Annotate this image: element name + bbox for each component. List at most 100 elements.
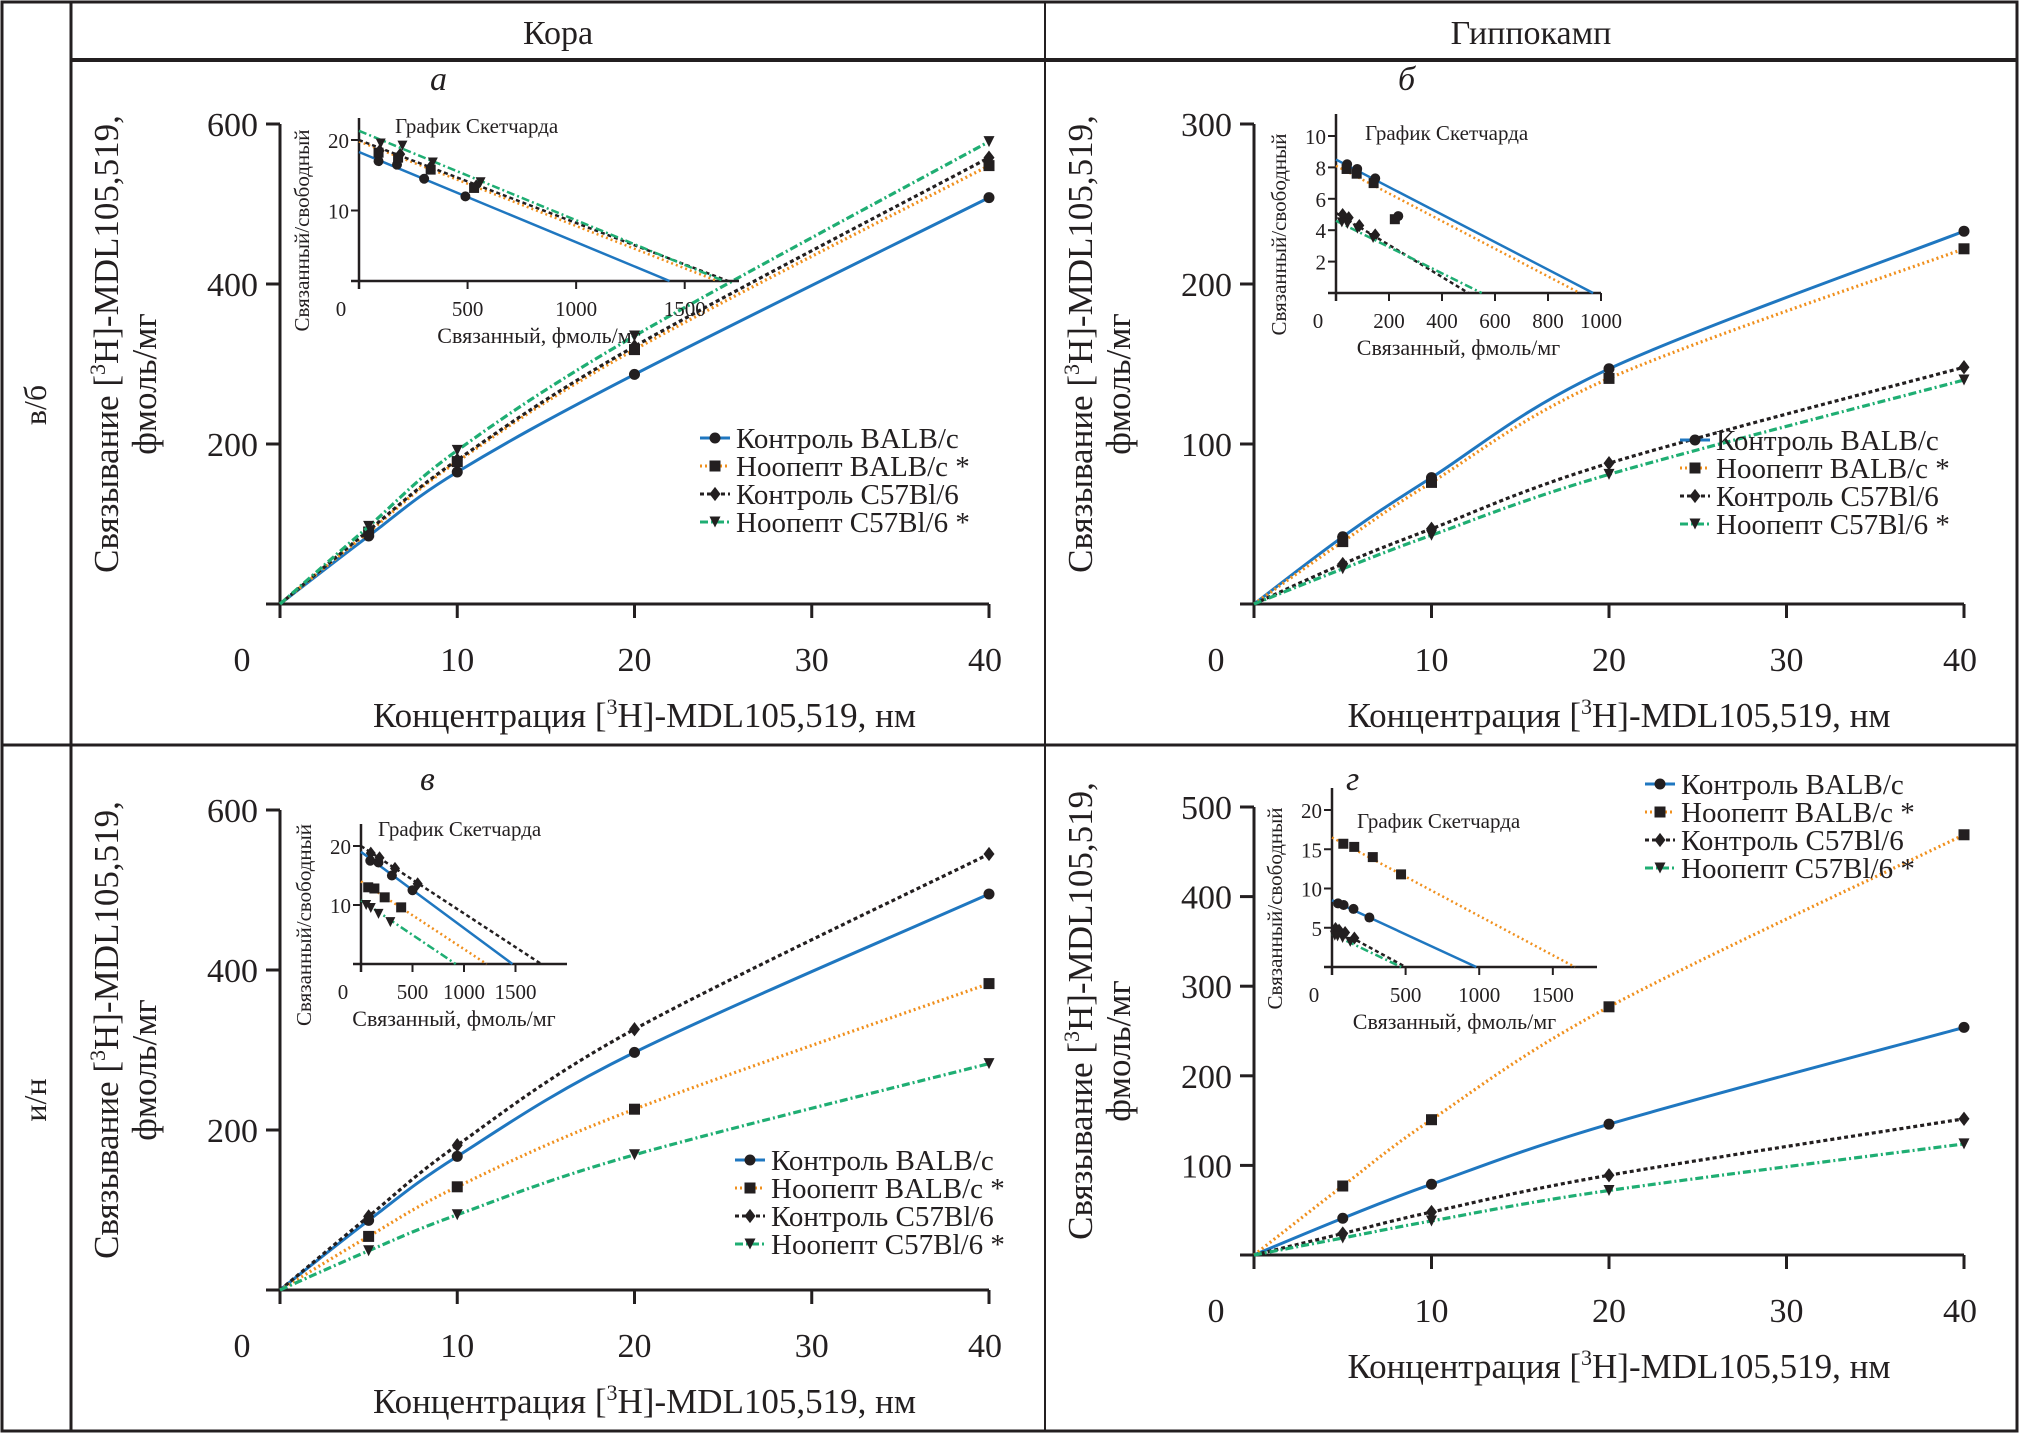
inset-data-point bbox=[407, 885, 418, 896]
y-axis-title-unit: фмоль/мг bbox=[125, 313, 164, 455]
inset-x-tick-label: 1500 bbox=[1532, 983, 1574, 1007]
y-tick-label: 300 bbox=[1181, 969, 1232, 1006]
data-point bbox=[1337, 1180, 1349, 1192]
inset-fit-line bbox=[358, 140, 718, 283]
data-point bbox=[629, 1046, 640, 1058]
inset-x-tick-label: 1500 bbox=[495, 980, 537, 1004]
series-line-1 bbox=[1253, 1025, 1965, 1257]
legend-label: Ноопепт C57Bl/6 * bbox=[771, 1229, 1005, 1261]
data-point bbox=[1958, 374, 1970, 386]
inset-title: График Скетчарда bbox=[378, 817, 542, 841]
y-tick-label: 400 bbox=[207, 953, 258, 990]
data-point bbox=[629, 368, 640, 380]
inset-data-point bbox=[1338, 899, 1349, 910]
inset-x-tick-label: 500 bbox=[1390, 983, 1422, 1007]
data-point bbox=[1337, 1212, 1349, 1224]
row-label-in: и/н bbox=[17, 1078, 53, 1121]
data-point bbox=[983, 192, 995, 204]
x-tick-label: 40 bbox=[968, 1328, 1002, 1365]
inset-title: График Скетчарда bbox=[1357, 809, 1521, 833]
inset-data-point bbox=[369, 883, 380, 894]
data-point bbox=[1337, 563, 1349, 575]
inset-x-tick-label: 1000 bbox=[1458, 983, 1500, 1007]
legend-marker bbox=[1689, 488, 1701, 504]
x-tick-label: 0 bbox=[1208, 642, 1225, 679]
inset-data-point bbox=[1341, 163, 1352, 174]
inset-data-point bbox=[365, 902, 376, 913]
legend-marker bbox=[744, 1238, 756, 1250]
legend-label: Ноопепт BALB/c * bbox=[1716, 453, 1950, 485]
inset-fit-line bbox=[358, 129, 725, 283]
legend-label: Контроль BALB/c bbox=[1716, 425, 1939, 457]
legend-marker bbox=[744, 1208, 756, 1224]
inset-data-point bbox=[385, 917, 396, 928]
x-axis-title: Концентрация [3H]-MDL105,519, нм bbox=[1347, 694, 1890, 735]
inset-data-point bbox=[1367, 852, 1378, 863]
y-axis-title: Связывание [3H]-MDL105,519, bbox=[1059, 782, 1100, 1240]
inset-y-tick-label: 10 bbox=[328, 200, 349, 224]
legend-label: Контроль BALB/c bbox=[771, 1145, 994, 1177]
inset-x-tick-label: 0 bbox=[338, 980, 349, 1004]
x-tick-label: 10 bbox=[1415, 642, 1449, 679]
data-point bbox=[1603, 363, 1615, 375]
scatchard-inset: 0 500 1000 1500 5 10 15 20 График Скетчарда Связа… bbox=[1263, 761, 1597, 1034]
inset-data-point bbox=[1345, 936, 1356, 947]
legend-marker bbox=[744, 1182, 756, 1194]
inset-y-tick-label: 15 bbox=[1301, 838, 1322, 862]
series-line-3 bbox=[1253, 1117, 1965, 1257]
inset-y-tick-label: 8 bbox=[1316, 156, 1327, 180]
legend-label: Контроль BALB/c bbox=[1681, 769, 1904, 801]
x-tick-label: 10 bbox=[440, 1328, 474, 1365]
x-tick-label: 40 bbox=[968, 642, 1002, 679]
inset-y-tick-label: 10 bbox=[1305, 125, 1326, 149]
inset-data-point bbox=[1351, 168, 1362, 179]
series-line-2 bbox=[279, 982, 990, 1292]
data-point bbox=[629, 330, 640, 342]
y-tick-label: 200 bbox=[207, 1113, 258, 1150]
y-tick-label: 100 bbox=[1181, 1148, 1232, 1185]
data-point bbox=[1958, 1021, 1970, 1033]
legend-label: Ноопепт C57Bl/6 * bbox=[736, 507, 970, 539]
inset-x-title: Связанный, фмоль/мг bbox=[437, 323, 640, 348]
data-point bbox=[1337, 1232, 1349, 1244]
y-tick-label: 200 bbox=[207, 427, 258, 464]
inset-data-point bbox=[396, 902, 407, 913]
legend-marker bbox=[1654, 832, 1666, 848]
inset-fit-line bbox=[360, 844, 542, 966]
panel-letter: г bbox=[1346, 761, 1359, 798]
series-line-3 bbox=[278, 156, 990, 606]
inset-x-tick-label: 500 bbox=[397, 980, 429, 1004]
inset-data-point bbox=[397, 140, 408, 151]
x-axis-title: Концентрация [3H]-MDL105,519, нм bbox=[1347, 1345, 1890, 1386]
y-tick-label: 500 bbox=[1181, 790, 1232, 827]
legend-label: Ноопепт BALB/c * bbox=[771, 1173, 1005, 1205]
y-axis-title: Связывание [3H]-MDL105,519, bbox=[85, 115, 126, 573]
inset-data-point bbox=[375, 138, 386, 149]
inset-title: График Скетчарда bbox=[395, 114, 559, 138]
inset-x-tick-label: 200 bbox=[1373, 309, 1405, 333]
legend-label: Контроль C57Bl/6 bbox=[771, 1201, 994, 1233]
data-point bbox=[983, 160, 995, 172]
y-axis-title: Связывание [3H]-MDL105,519, bbox=[1059, 115, 1100, 573]
x-tick-label: 40 bbox=[1943, 1293, 1977, 1330]
inset-x-tick-label: 0 bbox=[1313, 309, 1324, 333]
data-point bbox=[1958, 243, 1970, 255]
inset-y-tick-label: 5 bbox=[1312, 917, 1323, 941]
inset-data-point bbox=[419, 173, 430, 184]
data-point bbox=[451, 466, 463, 478]
scatchard-inset: 0 500 1000 1500 10 20 График Скетчарда Связанны… bbox=[290, 61, 739, 348]
data-point bbox=[983, 1058, 995, 1070]
data-point bbox=[451, 1150, 463, 1162]
data-point bbox=[1426, 529, 1437, 541]
legend-marker bbox=[1689, 434, 1701, 446]
x-tick-label: 30 bbox=[795, 642, 829, 679]
data-point bbox=[1958, 225, 1970, 237]
legend-label: Ноопепт C57Bl/6 * bbox=[1681, 853, 1915, 885]
data-point bbox=[363, 1245, 375, 1257]
series-line-1 bbox=[1253, 229, 1965, 606]
x-tick-label: 20 bbox=[618, 1328, 652, 1365]
inset-x-title: Связанный, фмоль/мг bbox=[352, 1006, 555, 1031]
row-label-ip: в/б bbox=[17, 385, 53, 425]
